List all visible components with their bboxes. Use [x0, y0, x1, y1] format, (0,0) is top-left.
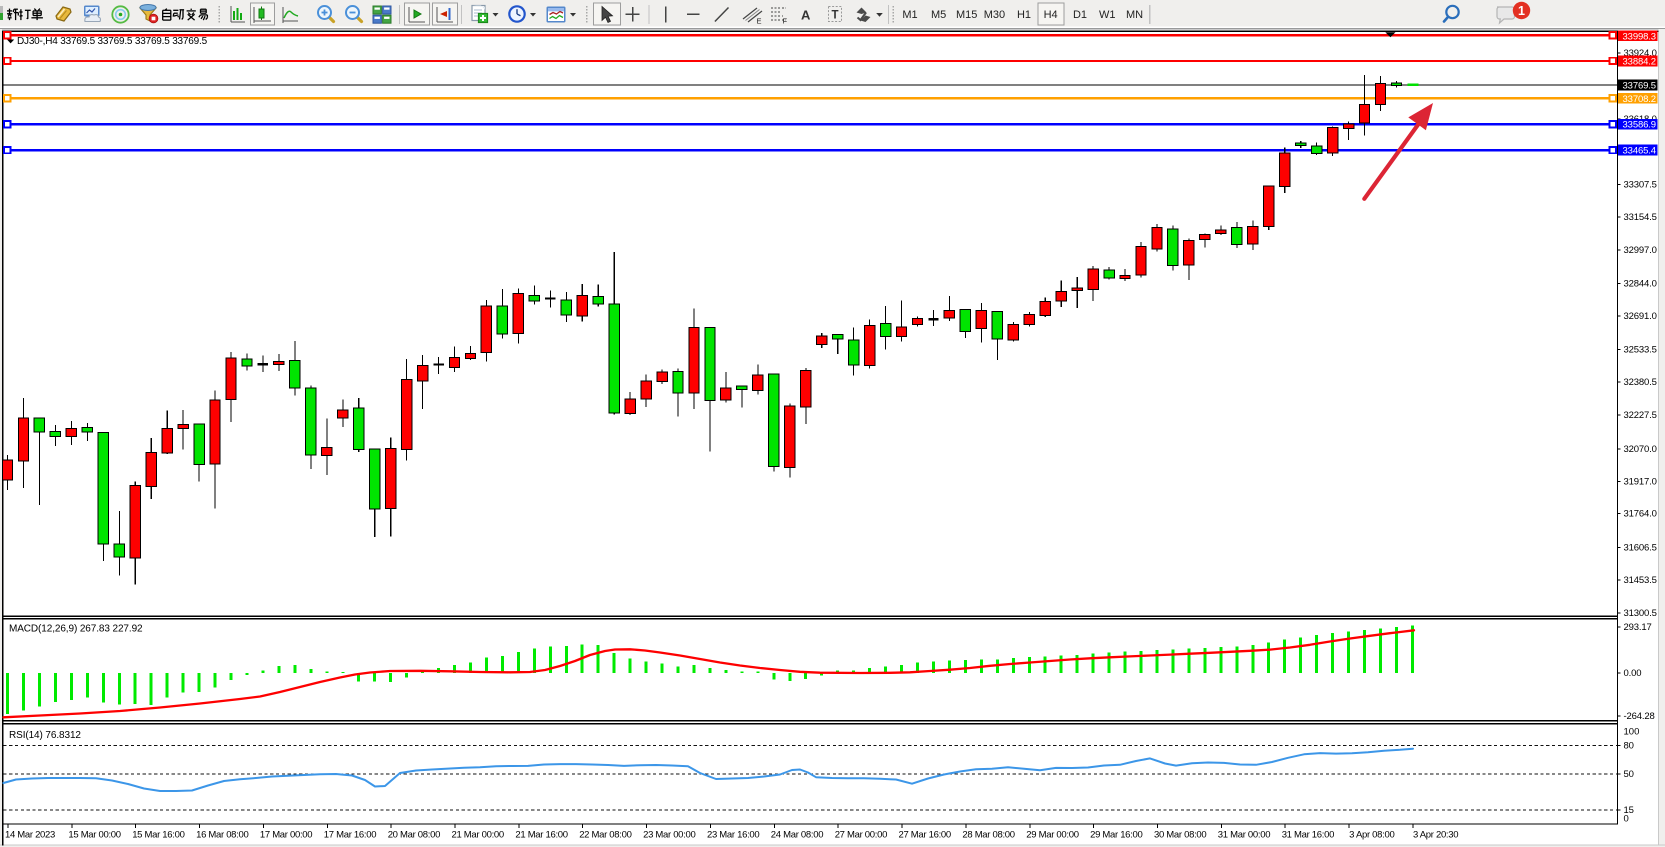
svg-text:100: 100: [1624, 727, 1640, 738]
svg-text:31453.5: 31453.5: [1624, 575, 1657, 586]
svg-text:31 Mar 00:00: 31 Mar 00:00: [1218, 829, 1270, 840]
svg-text:H1: H1: [1017, 9, 1031, 21]
svg-text:32691.0: 32691.0: [1624, 311, 1657, 322]
svg-text:293.17: 293.17: [1624, 622, 1652, 633]
svg-text:H4: H4: [1044, 9, 1058, 21]
svg-text:80: 80: [1624, 741, 1634, 752]
svg-text:23 Mar 16:00: 23 Mar 16:00: [707, 829, 759, 840]
svg-text:DJ30-,H4 33769.5 33769.5 3376: DJ30-,H4 33769.5 33769.5 33769.5 33769.5: [17, 36, 208, 47]
svg-text:17 Mar 00:00: 17 Mar 00:00: [260, 829, 312, 840]
svg-text:29 Mar 00:00: 29 Mar 00:00: [1026, 829, 1078, 840]
svg-text:29 Mar 16:00: 29 Mar 16:00: [1090, 829, 1142, 840]
svg-text:33998.3: 33998.3: [1623, 31, 1656, 42]
svg-text:33154.5: 33154.5: [1624, 212, 1657, 223]
svg-text:0.00: 0.00: [1624, 668, 1642, 679]
svg-text:15: 15: [1624, 805, 1634, 816]
svg-text:32227.5: 32227.5: [1624, 410, 1657, 421]
svg-text:3 Apr 20:30: 3 Apr 20:30: [1413, 829, 1458, 840]
svg-text:RSI(14) 76.8312: RSI(14) 76.8312: [9, 730, 81, 741]
svg-text:W1: W1: [1099, 9, 1116, 21]
svg-text:M15: M15: [956, 9, 977, 21]
svg-text:15 Mar 00:00: 15 Mar 00:00: [68, 829, 120, 840]
svg-text:MACD(12,26,9) 267.83 227.92: MACD(12,26,9) 267.83 227.92: [9, 623, 143, 634]
svg-text:1: 1: [1518, 4, 1525, 18]
svg-text:T: T: [832, 10, 839, 22]
svg-text:M1: M1: [902, 9, 917, 21]
svg-text:31764.0: 31764.0: [1624, 509, 1657, 520]
svg-text:27 Mar 00:00: 27 Mar 00:00: [835, 829, 887, 840]
svg-text:A: A: [801, 8, 811, 23]
svg-text:3 Apr 08:00: 3 Apr 08:00: [1349, 829, 1394, 840]
svg-text:32380.5: 32380.5: [1624, 377, 1657, 388]
svg-text:20 Mar 08:00: 20 Mar 08:00: [388, 829, 440, 840]
svg-text:33465.4: 33465.4: [1623, 146, 1656, 157]
svg-text:31300.5: 31300.5: [1624, 608, 1657, 619]
svg-text:30 Mar 08:00: 30 Mar 08:00: [1154, 829, 1206, 840]
svg-text:M5: M5: [931, 9, 946, 21]
svg-text:31 Mar 16:00: 31 Mar 16:00: [1282, 829, 1334, 840]
svg-text:-264.28: -264.28: [1624, 711, 1655, 722]
svg-text:14 Mar 2023: 14 Mar 2023: [5, 829, 55, 840]
svg-text:32533.5: 32533.5: [1624, 345, 1657, 356]
svg-text:15 Mar 16:00: 15 Mar 16:00: [132, 829, 184, 840]
svg-text:27 Mar 16:00: 27 Mar 16:00: [899, 829, 951, 840]
svg-text:50: 50: [1624, 769, 1634, 780]
svg-text:D1: D1: [1073, 9, 1087, 21]
svg-text:24 Mar 08:00: 24 Mar 08:00: [771, 829, 823, 840]
svg-text:E: E: [757, 17, 762, 26]
svg-text:M30: M30: [984, 9, 1005, 21]
svg-text:33769.5: 33769.5: [1623, 80, 1656, 91]
svg-text:31606.5: 31606.5: [1624, 542, 1657, 553]
svg-text:31917.0: 31917.0: [1624, 477, 1657, 488]
svg-text:32844.0: 32844.0: [1624, 278, 1657, 289]
svg-text:17 Mar 16:00: 17 Mar 16:00: [324, 829, 376, 840]
svg-text:33307.5: 33307.5: [1624, 179, 1657, 190]
svg-text:32070.0: 32070.0: [1624, 444, 1657, 455]
svg-text:22 Mar 08:00: 22 Mar 08:00: [579, 829, 631, 840]
svg-text:21 Mar 00:00: 21 Mar 00:00: [452, 829, 504, 840]
svg-text:33924.0: 33924.0: [1624, 48, 1657, 59]
svg-text:16 Mar 08:00: 16 Mar 08:00: [196, 829, 248, 840]
svg-text:28 Mar 08:00: 28 Mar 08:00: [962, 829, 1014, 840]
svg-text:F: F: [783, 17, 788, 26]
svg-text:0: 0: [1624, 814, 1629, 825]
svg-text:21 Mar 16:00: 21 Mar 16:00: [515, 829, 567, 840]
svg-text:32997.0: 32997.0: [1624, 245, 1657, 256]
svg-text:23 Mar 00:00: 23 Mar 00:00: [643, 829, 695, 840]
svg-text:33884.2: 33884.2: [1623, 56, 1656, 67]
svg-text:MN: MN: [1126, 9, 1143, 21]
svg-text:33586.9: 33586.9: [1623, 120, 1656, 131]
svg-text:33708.2: 33708.2: [1623, 94, 1656, 105]
